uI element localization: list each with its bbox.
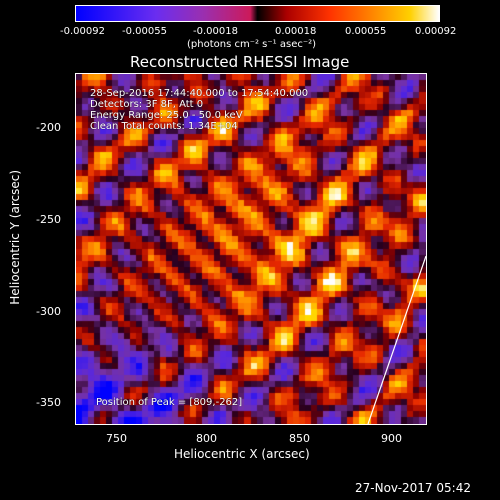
info-line-energy: Energy Range: 25.0 - 50.0 keV bbox=[90, 110, 243, 121]
info-line-detectors: Detectors: 3F 8F, Att 0 bbox=[90, 99, 204, 110]
info-line-time: 28-Sep-2016 17:44:40.000 to 17:54:40.000 bbox=[90, 88, 309, 99]
y-tick: -200 bbox=[36, 121, 61, 134]
image-canvas bbox=[76, 74, 426, 424]
x-tick: 800 bbox=[196, 432, 217, 445]
y-axis-label: Heliocentric Y (arcsec) bbox=[8, 170, 22, 305]
x-tick: 750 bbox=[106, 432, 127, 445]
info-line-counts: Clean Total counts: 1.34E+04 bbox=[90, 121, 238, 132]
colorbar-tick: 0.00092 bbox=[415, 26, 457, 37]
colorbar-tick: 0.00055 bbox=[345, 26, 387, 37]
y-tick: -350 bbox=[36, 396, 61, 409]
x-tick: 850 bbox=[289, 432, 310, 445]
colorbar-tick: -0.00018 bbox=[193, 26, 238, 37]
timestamp: 27-Nov-2017 05:42 bbox=[355, 481, 471, 495]
colorbar-tick: 0.00018 bbox=[275, 26, 317, 37]
colorbar-units: (photons cm⁻² s⁻¹ asec⁻²) bbox=[187, 39, 317, 50]
peak-position: Position of Peak = [809,-262] bbox=[96, 397, 243, 408]
limb-curve bbox=[367, 255, 426, 424]
x-tick: 900 bbox=[381, 432, 402, 445]
colorbar-tick: -0.00092 bbox=[60, 26, 105, 37]
colorbar-tick: -0.00055 bbox=[122, 26, 167, 37]
y-tick: -300 bbox=[36, 305, 61, 318]
rhessi-image: 28-Sep-2016 17:44:40.000 to 17:54:40.000… bbox=[75, 73, 427, 425]
colorbar bbox=[75, 5, 440, 22]
y-tick: -250 bbox=[36, 213, 61, 226]
image-title: Reconstructed RHESSI Image bbox=[130, 53, 350, 71]
x-axis-label: Heliocentric X (arcsec) bbox=[174, 447, 310, 461]
